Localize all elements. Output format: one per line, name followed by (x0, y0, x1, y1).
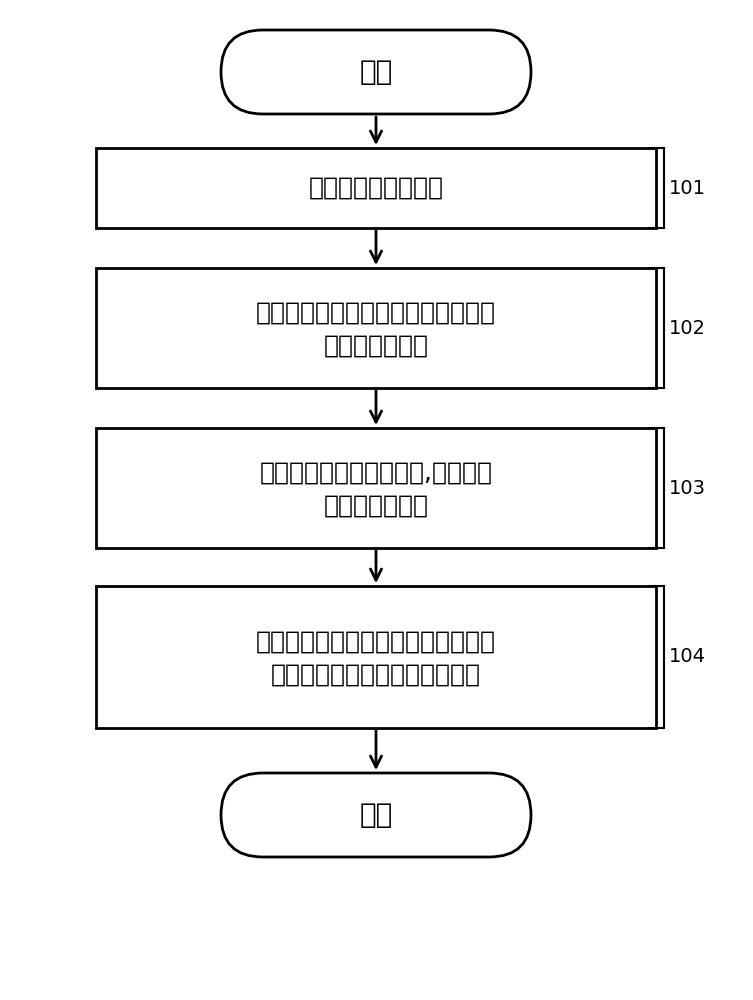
FancyBboxPatch shape (96, 586, 656, 728)
FancyBboxPatch shape (221, 773, 531, 857)
Text: 将电池运行产生的热能与电池等效电: 将电池运行产生的热能与电池等效电 (256, 301, 496, 325)
Text: 开始: 开始 (359, 58, 392, 86)
Text: 计算电池运行产生的热能,采集大气: 计算电池运行产生的热能,采集大气 (260, 461, 492, 485)
Text: 路模型耦合运行: 路模型耦合运行 (324, 334, 428, 358)
Text: 建立一维电池热模型: 建立一维电池热模型 (309, 176, 444, 200)
FancyBboxPatch shape (96, 428, 656, 548)
Text: 与空气流量，计算得出电池温度: 与空气流量，计算得出电池温度 (271, 663, 481, 687)
Text: 104: 104 (669, 648, 706, 666)
FancyBboxPatch shape (96, 268, 656, 388)
FancyBboxPatch shape (96, 148, 656, 228)
Text: 103: 103 (669, 479, 706, 497)
Text: 101: 101 (669, 178, 706, 198)
Text: 102: 102 (669, 318, 706, 338)
Text: 温度与空气流量: 温度与空气流量 (324, 494, 428, 518)
FancyBboxPatch shape (221, 30, 531, 114)
Text: 结束: 结束 (359, 801, 392, 829)
Text: 根据电池运行产生的热能、大气温度: 根据电池运行产生的热能、大气温度 (256, 630, 496, 654)
